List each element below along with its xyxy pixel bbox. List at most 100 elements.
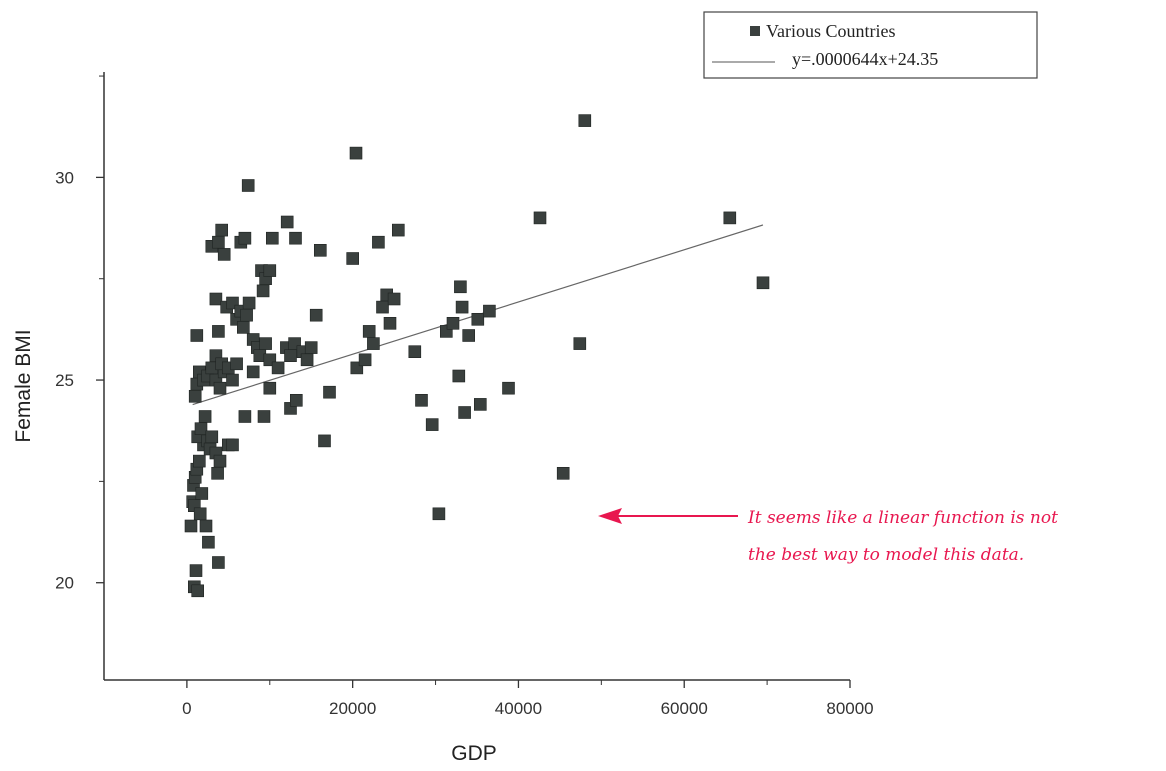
- data-point: [241, 179, 255, 192]
- data-point: [462, 329, 476, 342]
- data-point: [573, 337, 587, 350]
- ticks: [96, 75, 851, 688]
- y-axis-title: Female BMI: [12, 329, 35, 442]
- data-point: [213, 454, 227, 468]
- y-tick-label: 20: [55, 574, 74, 593]
- data-point: [209, 292, 223, 306]
- data-point: [226, 373, 239, 387]
- data-point: [202, 535, 215, 549]
- data-point: [217, 248, 231, 261]
- data-point: [237, 321, 250, 334]
- data-point: [415, 393, 428, 407]
- annotation: It seems like a linear function is not t…: [598, 508, 1058, 565]
- data-point: [238, 410, 252, 423]
- data-point: [432, 507, 446, 521]
- x-tick-label: 40000: [495, 699, 542, 718]
- x-axis-title: GDP: [451, 742, 497, 765]
- data-point: [391, 223, 405, 237]
- data-point: [212, 556, 225, 569]
- data-point: [226, 438, 239, 452]
- data-point: [578, 114, 592, 127]
- data-point: [230, 357, 243, 371]
- annotation-line-2: the best way to model this data.: [748, 545, 1024, 565]
- data-point: [387, 292, 401, 306]
- data-point: [425, 418, 439, 431]
- data-point: [240, 308, 253, 322]
- data-point: [452, 369, 466, 383]
- data-point: [280, 215, 294, 229]
- legend: Various Countries y=.0000644x+24.35: [703, 11, 1038, 79]
- data-point: [191, 584, 204, 598]
- data-point: [362, 325, 376, 338]
- data-point: [383, 316, 397, 330]
- data-point: [454, 280, 467, 294]
- data-point: [271, 361, 285, 375]
- data-point: [323, 385, 336, 399]
- y-tick-label: 25: [55, 371, 74, 390]
- data-point: [723, 211, 737, 225]
- data-point: [193, 507, 207, 521]
- data-point: [265, 231, 279, 245]
- data-point: [446, 316, 460, 330]
- data-point: [458, 406, 471, 419]
- data-point: [193, 454, 206, 468]
- data-point: [376, 300, 389, 314]
- data-point: [205, 430, 219, 444]
- data-point: [238, 231, 252, 245]
- data-point: [215, 223, 228, 237]
- data-point: [533, 211, 547, 225]
- data-point: [188, 389, 202, 403]
- data-point: [194, 422, 208, 436]
- data-point: [256, 284, 270, 298]
- data-points: [184, 114, 770, 598]
- data-point: [300, 353, 314, 367]
- legend-label-fit: y=.0000644x+24.35: [792, 49, 938, 69]
- data-point: [483, 304, 496, 318]
- axes: [103, 72, 850, 681]
- data-point: [198, 410, 212, 423]
- data-point: [212, 235, 225, 249]
- data-point: [259, 337, 272, 350]
- data-point: [213, 381, 227, 395]
- data-point: [372, 235, 385, 249]
- data-point: [195, 487, 209, 500]
- annotation-line-1: It seems like a linear function is not: [747, 508, 1058, 528]
- y-tick-label: 30: [55, 168, 74, 187]
- x-tick-label: 20000: [329, 699, 376, 718]
- x-tick-label: 60000: [661, 699, 708, 718]
- data-point: [211, 466, 224, 480]
- data-point: [502, 381, 515, 395]
- data-point: [263, 264, 277, 277]
- legend-marker-icon: [750, 26, 760, 36]
- data-point: [346, 252, 360, 265]
- data-point: [473, 398, 487, 411]
- tick-labels: 0 20000 40000 60000 80000 20 25 30: [55, 168, 874, 718]
- data-point: [408, 345, 422, 359]
- data-point: [556, 466, 570, 480]
- data-point: [304, 341, 318, 354]
- data-point: [367, 337, 380, 350]
- annotation-arrowhead-icon: [598, 508, 622, 524]
- data-point: [309, 308, 323, 322]
- legend-box: [703, 11, 1038, 79]
- data-point: [349, 146, 363, 160]
- data-point: [289, 231, 302, 245]
- data-point: [284, 349, 297, 363]
- legend-label-countries: Various Countries: [766, 21, 896, 41]
- data-point: [246, 365, 260, 379]
- data-point: [318, 434, 331, 448]
- x-tick-label: 0: [182, 699, 191, 718]
- data-point: [313, 244, 327, 257]
- data-point: [358, 353, 372, 367]
- data-point: [756, 276, 770, 290]
- data-point: [242, 296, 256, 310]
- data-point: [471, 312, 485, 326]
- data-point: [184, 519, 198, 533]
- data-point: [212, 325, 225, 338]
- data-point: [257, 410, 271, 423]
- data-point: [263, 381, 277, 395]
- data-point: [289, 393, 303, 407]
- data-point: [455, 300, 469, 314]
- data-point: [199, 519, 213, 533]
